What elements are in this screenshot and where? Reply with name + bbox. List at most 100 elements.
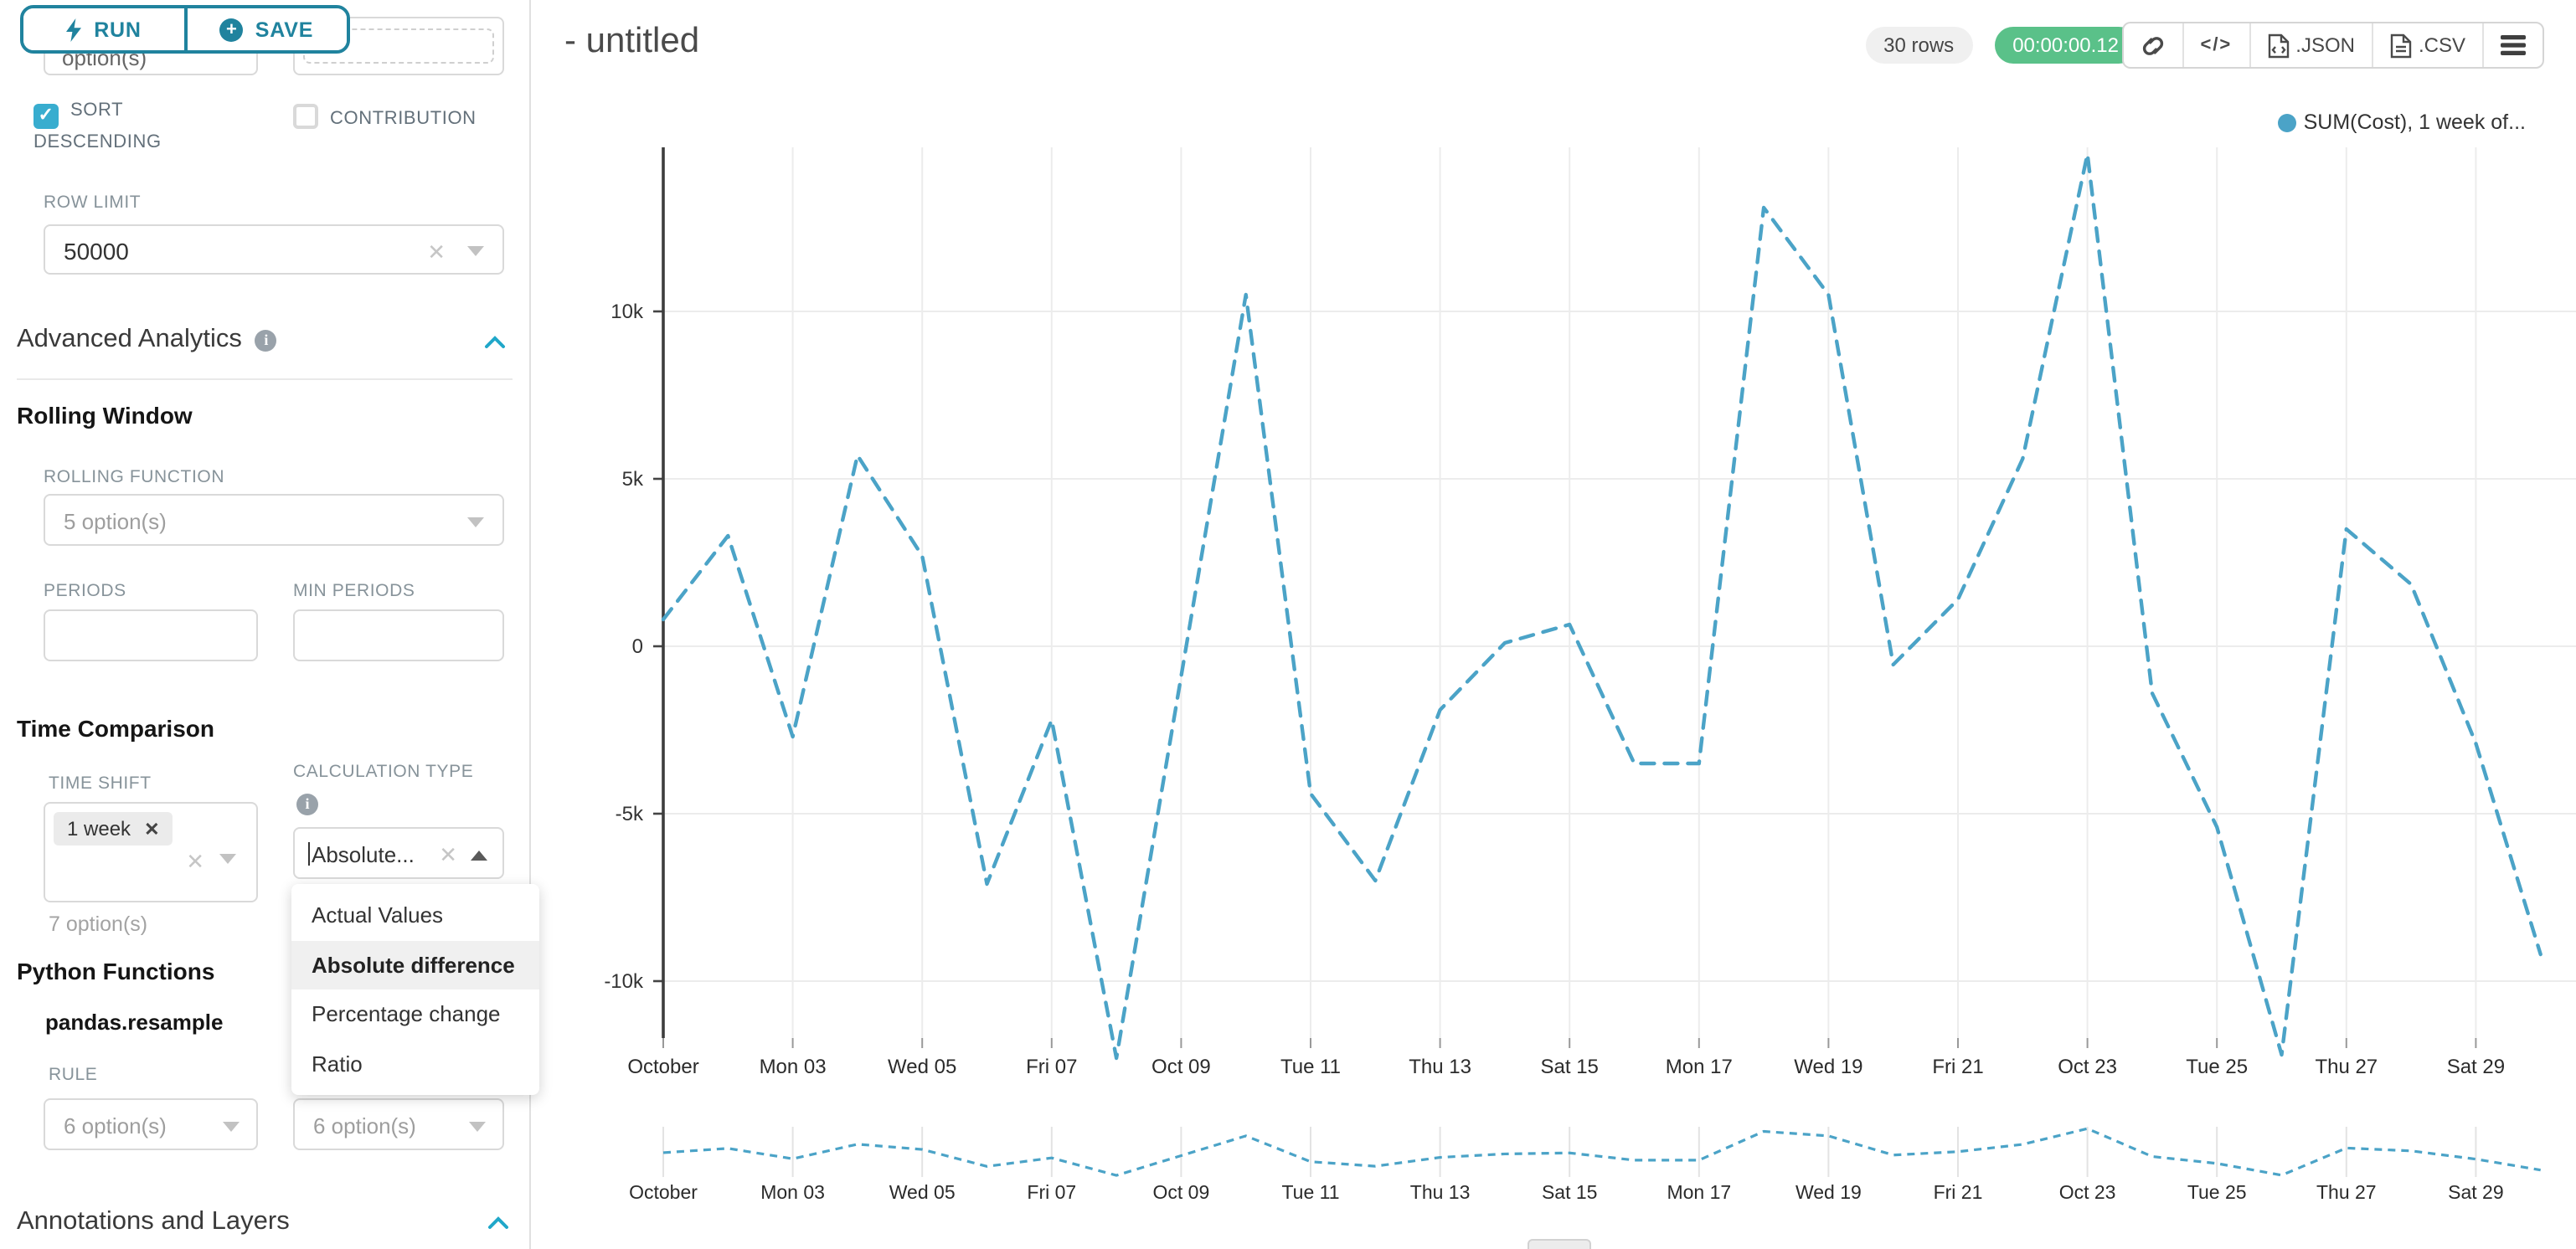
chevron-down-icon <box>219 854 236 864</box>
csv-file-icon <box>2390 33 2412 58</box>
legend-item[interactable]: SUM(Cost), 1 week of... <box>2278 111 2526 134</box>
calculation-type-select[interactable]: Absolute... ✕ <box>293 827 504 879</box>
mini-x-tick-label: Mon 17 <box>1667 1181 1731 1203</box>
rolling-function-select[interactable]: 5 option(s) <box>44 494 504 546</box>
info-icon[interactable]: i <box>296 794 318 815</box>
code-icon: </> <box>2200 35 2233 55</box>
rolling-function-label: ROLLING FUNCTION <box>44 467 225 487</box>
export-json-button[interactable]: .JSON <box>2250 23 2373 67</box>
run-button[interactable]: RUN <box>23 8 187 50</box>
calculation-type-dropdown-menu: Actual Values Absolute difference Percenta… <box>291 884 539 1095</box>
clear-icon[interactable]: ✕ <box>427 239 446 265</box>
embed-code-button[interactable]: </> <box>2183 23 2251 67</box>
x-tick-label: Oct 23 <box>2058 1056 2117 1078</box>
x-tick-label: Tue 11 <box>1280 1056 1341 1078</box>
chart-header: - untitled 30 rows 00:00:00.12 </> .JSON <box>531 0 2576 90</box>
copy-link-button[interactable] <box>2123 23 2184 67</box>
clear-icon[interactable]: ✕ <box>439 842 457 867</box>
x-tick-label: Wed 05 <box>888 1056 956 1078</box>
chevron-down-icon <box>467 246 484 256</box>
mini-x-tick-label: Sat 29 <box>2448 1181 2504 1203</box>
save-button[interactable]: + SAVE <box>187 8 347 50</box>
contribution-checkbox-row[interactable]: CONTRIBUTION <box>293 104 477 132</box>
periods-input[interactable] <box>44 609 258 661</box>
annotations-header[interactable]: Annotations and Layers <box>17 1207 290 1237</box>
mini-x-tick-label: Fri 21 <box>1934 1181 1983 1203</box>
status-badges: 30 rows 00:00:00.12 <box>1865 27 2137 64</box>
time-shift-select[interactable]: 1 week ✕ ✕ <box>44 802 258 902</box>
json-file-icon <box>2268 33 2289 58</box>
mini-preview-chart[interactable]: October Mon 03 Wed 05 Fri 07 Oct 09 Tue 11 Thu… <box>531 1105 2576 1249</box>
mini-x-tick-label: Mon 03 <box>760 1181 825 1203</box>
time-comparison-title: Time Comparison <box>17 715 214 742</box>
json-button-label: .JSON <box>2295 33 2355 57</box>
dropdown-option[interactable]: Absolute difference <box>291 940 539 989</box>
mini-series-line[interactable] <box>662 1127 2541 1177</box>
resample-method-select[interactable]: 6 option(s) <box>293 1098 504 1150</box>
row-limit-value: 50000 <box>64 238 129 265</box>
dropdown-option[interactable]: Percentage change <box>312 1001 501 1026</box>
mini-x-tick-label: Thu 13 <box>1410 1181 1471 1203</box>
chevron-up-icon[interactable] <box>484 335 506 350</box>
time-shift-tag: 1 week ✕ <box>54 812 173 846</box>
rule-placeholder: 6 option(s) <box>64 1113 167 1138</box>
chevron-down-icon <box>467 517 484 527</box>
row-limit-select[interactable]: 50000 ✕ <box>44 224 504 275</box>
x-tick-label: Sat 15 <box>1541 1056 1599 1078</box>
x-tick-label: Thu 13 <box>1409 1056 1471 1078</box>
clear-icon[interactable]: ✕ <box>186 849 204 874</box>
lightning-icon <box>66 18 82 41</box>
y-tick-label: 10k <box>611 301 644 323</box>
mini-x-tick-label: October <box>629 1181 698 1203</box>
pandas-resample-label: pandas.resample <box>45 1010 224 1035</box>
chevron-down-icon <box>469 1122 486 1132</box>
x-tick-label: Mon 17 <box>1666 1056 1733 1078</box>
y-tick-label: -5k <box>616 803 644 825</box>
resample-method-placeholder: 6 option(s) <box>313 1113 416 1138</box>
time-shift-label: TIME SHIFT <box>49 774 152 794</box>
chevron-up-icon[interactable] <box>487 1216 509 1231</box>
plus-circle-icon: + <box>219 18 244 41</box>
sort-descending-label: SORT DESCENDING <box>33 100 162 152</box>
row-limit-label: ROW LIMIT <box>44 193 142 213</box>
contribution-checkbox[interactable] <box>293 104 318 129</box>
mini-x-tick-label: Oct 23 <box>2059 1181 2116 1203</box>
x-tick-label: Sat 29 <box>2447 1056 2505 1078</box>
x-tick-label: Oct 09 <box>1151 1056 1211 1078</box>
query-timer-badge: 00:00:00.12 <box>1994 27 2137 64</box>
dropdown-option[interactable]: Ratio <box>312 1051 363 1076</box>
periods-label: PERIODS <box>44 581 126 601</box>
chart-panel: - untitled 30 rows 00:00:00.12 </> .JSON <box>531 0 2576 1249</box>
chart-menu-button[interactable] <box>2484 23 2543 67</box>
row-count-badge: 30 rows <box>1865 27 1973 64</box>
y-tick-label: 5k <box>622 468 644 491</box>
contribution-label: CONTRIBUTION <box>330 109 477 129</box>
run-button-label: RUN <box>94 18 142 41</box>
main-time-series-chart[interactable]: 10k 5k 0 -5k -10k October Mon 03 Wed 05 Fri 07 Oc… <box>531 134 2576 1105</box>
calculation-type-value: Absolute... <box>312 842 415 867</box>
dropdown-option[interactable]: Actual Values <box>312 902 444 928</box>
export-toolbar: </> .JSON .CSV <box>2121 22 2544 69</box>
advanced-analytics-header[interactable]: Advanced Analytics i <box>17 325 277 355</box>
mini-x-tick-label: Wed 19 <box>1795 1181 1862 1203</box>
x-tick-label: October <box>627 1056 698 1078</box>
x-tick-label: Wed 19 <box>1794 1056 1862 1078</box>
remove-tag-icon[interactable]: ✕ <box>144 820 160 840</box>
text-cursor <box>308 842 310 866</box>
export-csv-button[interactable]: .CSV <box>2373 23 2484 67</box>
advanced-analytics-title: Advanced Analytics <box>17 325 242 353</box>
cost-series-line[interactable] <box>661 152 2543 1061</box>
info-icon[interactable]: i <box>255 329 277 351</box>
bottom-peek-element[interactable] <box>1528 1239 1591 1249</box>
rule-label: RULE <box>49 1065 98 1085</box>
legend-series-label: SUM(Cost), 1 week of... <box>2303 111 2526 134</box>
mini-x-tick-label: Fri 07 <box>1027 1181 1076 1203</box>
sort-descending-checkbox-row[interactable]: ✓ SORT DESCENDING <box>33 97 211 156</box>
mini-x-tick-label: Thu 27 <box>2316 1181 2377 1203</box>
min-periods-input[interactable] <box>293 609 504 661</box>
section-divider <box>17 378 513 380</box>
rule-select[interactable]: 6 option(s) <box>44 1098 258 1150</box>
x-tick-label: Thu 27 <box>2315 1056 2378 1078</box>
sort-descending-checkbox[interactable]: ✓ <box>33 104 59 129</box>
